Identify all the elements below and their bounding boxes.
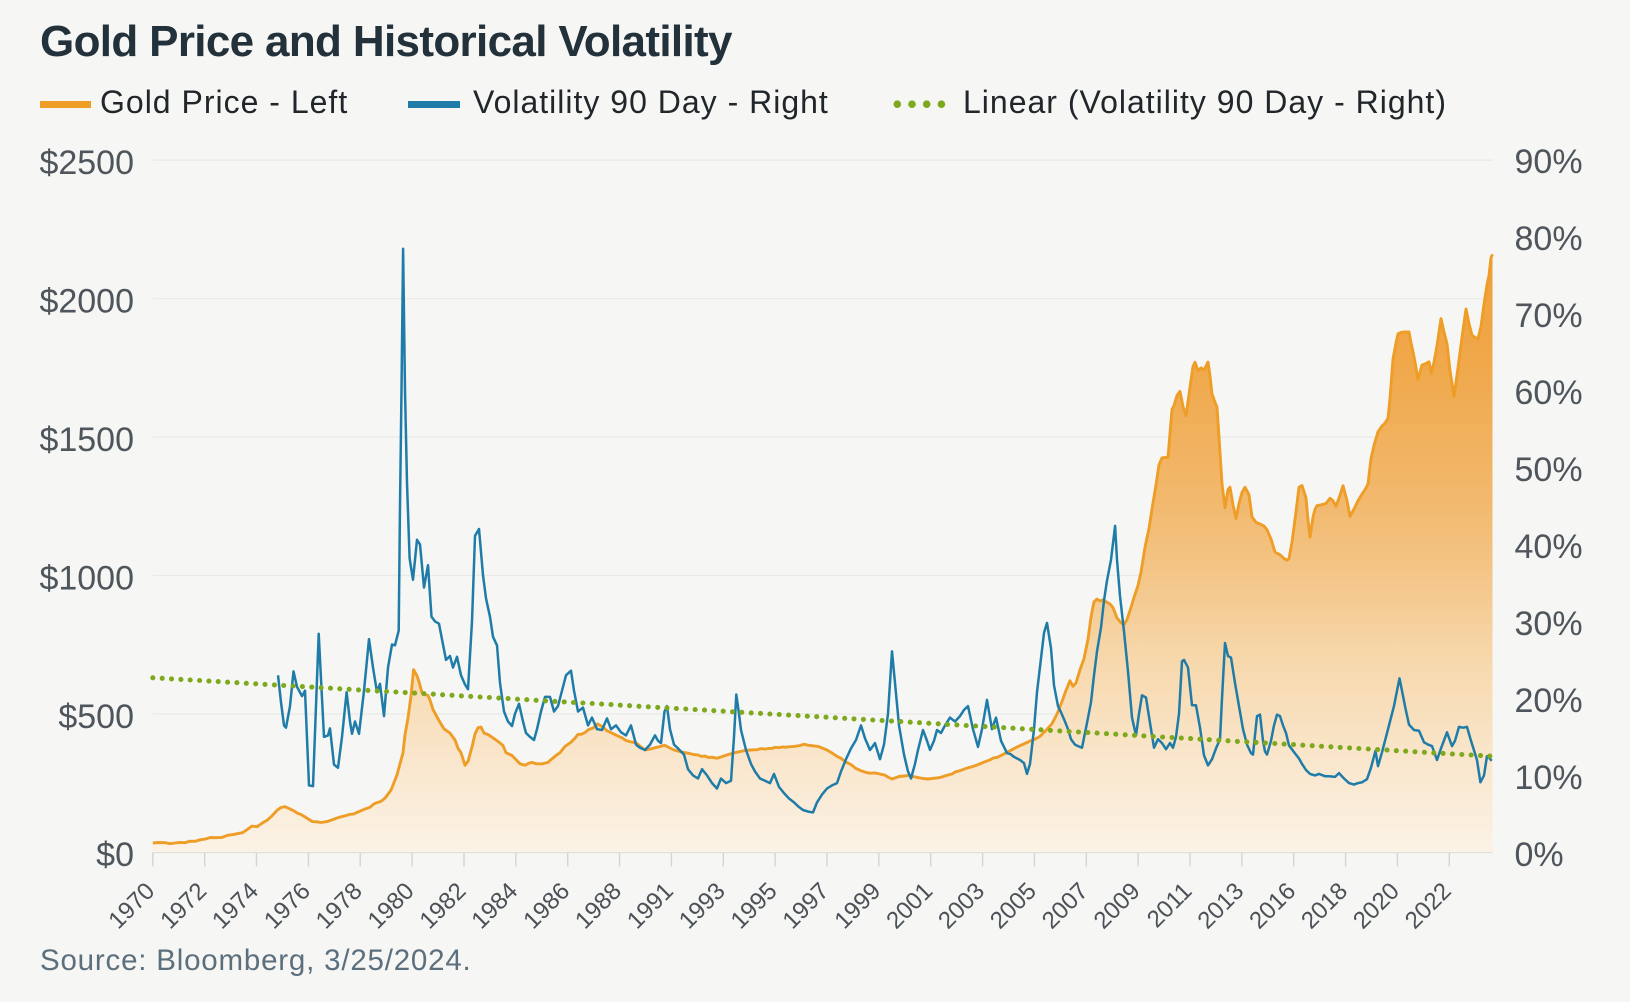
- svg-text:Source: Bloomberg, 3/25/2024.: Source: Bloomberg, 3/25/2024.: [40, 944, 472, 977]
- svg-text:0%: 0%: [1515, 836, 1564, 874]
- svg-text:60%: 60%: [1515, 374, 1583, 412]
- svg-text:$0: $0: [96, 836, 134, 874]
- svg-text:50%: 50%: [1515, 451, 1583, 489]
- svg-text:90%: 90%: [1515, 143, 1583, 181]
- svg-text:80%: 80%: [1515, 220, 1583, 258]
- svg-text:$2500: $2500: [39, 144, 134, 182]
- svg-text:40%: 40%: [1515, 528, 1583, 566]
- svg-text:30%: 30%: [1515, 605, 1583, 643]
- svg-text:$2000: $2000: [39, 282, 134, 320]
- svg-text:$1000: $1000: [39, 559, 134, 597]
- svg-text:$500: $500: [58, 698, 134, 736]
- svg-text:70%: 70%: [1515, 297, 1583, 335]
- svg-text:10%: 10%: [1515, 759, 1583, 797]
- svg-text:Volatility 90 Day - Right: Volatility 90 Day - Right: [473, 84, 829, 120]
- svg-text:20%: 20%: [1515, 682, 1583, 720]
- svg-text:Gold Price - Left: Gold Price - Left: [100, 84, 348, 120]
- svg-text:Gold Price and Historical Vola: Gold Price and Historical Volatility: [40, 17, 733, 66]
- svg-text:$1500: $1500: [39, 421, 134, 459]
- svg-text:Linear (Volatility 90 Day - Ri: Linear (Volatility 90 Day - Right): [963, 84, 1447, 120]
